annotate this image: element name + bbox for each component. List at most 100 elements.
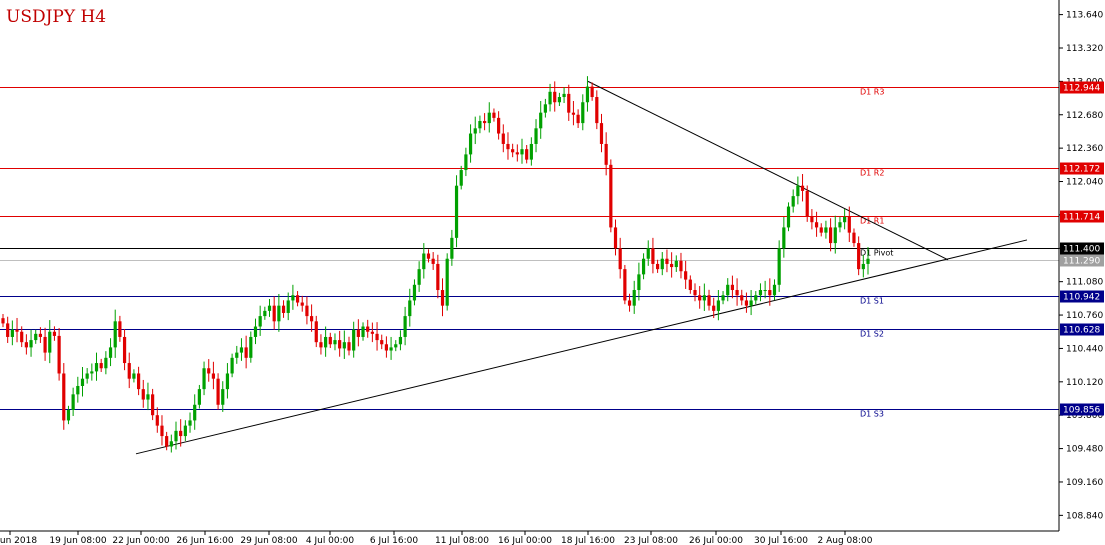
candle-body xyxy=(258,316,262,327)
candle-body xyxy=(595,97,599,124)
level-label: D1 S3 xyxy=(860,410,884,419)
candle-body xyxy=(389,347,393,351)
candle-body xyxy=(763,290,767,292)
candle-body xyxy=(239,347,244,353)
time-tick-label: 26 Jun 16:00 xyxy=(176,536,233,545)
candle-body xyxy=(557,97,562,103)
level-price-tag-text: 112.944 xyxy=(1063,84,1100,94)
candle-body xyxy=(609,164,613,228)
candle-body xyxy=(819,227,823,233)
candle-body xyxy=(641,258,646,275)
candle-body xyxy=(108,347,113,358)
candle-body xyxy=(786,206,791,228)
candle-body xyxy=(866,258,870,264)
candle-body xyxy=(749,300,753,306)
candle-body xyxy=(281,305,286,313)
level-price-tag-text: 109.856 xyxy=(1063,406,1100,416)
price-tick-label: 110.760 xyxy=(1066,311,1103,321)
candle-body xyxy=(48,331,52,353)
time-tick-label: 16 Jul 00:00 xyxy=(498,536,552,545)
candle-body xyxy=(309,316,314,322)
candle-body xyxy=(525,149,529,160)
candle-body xyxy=(426,253,431,259)
candle-body xyxy=(796,185,800,197)
candle-body xyxy=(253,326,258,337)
candle-body xyxy=(417,269,421,285)
candle-body xyxy=(356,329,360,337)
candle-body xyxy=(398,336,403,345)
time-axis-labels: 15 Jun 2018 19 Jun 08:00 22 Jun 00:00 26 Ju… xyxy=(0,531,873,545)
current-price-tag-text: 111.290 xyxy=(1063,257,1100,267)
candle-body xyxy=(758,290,763,296)
level-label: D1 S1 xyxy=(860,297,884,306)
candle-body xyxy=(20,331,24,343)
candle-body xyxy=(674,260,678,268)
candle-body xyxy=(267,305,272,311)
candle-body xyxy=(539,112,543,129)
candle-body xyxy=(15,329,19,332)
candle-body xyxy=(861,263,865,270)
candle-body xyxy=(403,316,407,337)
candle-body xyxy=(782,227,786,249)
level-price-tag-text: 111.400 xyxy=(1063,245,1100,255)
candle-body xyxy=(567,93,571,113)
candle-body xyxy=(712,305,716,311)
candle-body xyxy=(207,368,211,374)
candle-body xyxy=(543,104,547,113)
level-price-tag-text: 111.714 xyxy=(1063,213,1100,223)
candle-body xyxy=(506,143,510,150)
candle-body xyxy=(553,91,557,103)
candle-body xyxy=(263,310,267,317)
level-price-tag xyxy=(1060,81,1104,94)
candles xyxy=(1,76,870,453)
candle-body xyxy=(165,436,169,447)
candle-body xyxy=(618,248,622,270)
candle-body xyxy=(80,378,85,386)
candle-body xyxy=(151,394,155,416)
candle-body xyxy=(684,271,688,280)
candle-body xyxy=(655,263,660,270)
candle-body xyxy=(478,121,482,129)
candle-body xyxy=(585,86,590,103)
candle-body xyxy=(225,373,230,390)
time-tick-label: 26 Jul 00:00 xyxy=(689,536,743,545)
candle-body xyxy=(188,420,192,426)
price-tick-label: 112.040 xyxy=(1066,178,1103,188)
pivot-levels: D1 R3 D1 R2 D1 R1 D1 Pivot D1 S1 D1 S2 D1 S3 xyxy=(0,87,1059,419)
price-tick-label: 113.320 xyxy=(1066,44,1103,54)
candle-body xyxy=(122,336,127,364)
candle-body xyxy=(571,112,576,115)
candle-body xyxy=(155,415,159,426)
candle-body xyxy=(183,425,187,437)
candle-body xyxy=(838,222,842,228)
level-label: D1 Pivot xyxy=(860,249,893,258)
current-price-tag xyxy=(1060,254,1104,267)
candle-body xyxy=(707,295,711,306)
candle-body xyxy=(497,117,501,134)
time-tick-label: 22 Jun 00:00 xyxy=(112,536,169,545)
candle-body xyxy=(604,143,608,165)
level-price-tag-text: 110.628 xyxy=(1063,326,1100,336)
candle-body xyxy=(291,295,295,301)
candle-body xyxy=(698,295,702,301)
candle-body xyxy=(847,216,851,233)
candle-body xyxy=(146,394,150,400)
candle-body xyxy=(375,333,379,341)
candle-body xyxy=(132,373,136,379)
level-price-tag xyxy=(1060,290,1104,303)
candle-body xyxy=(211,373,216,379)
candle-body xyxy=(324,336,328,348)
time-tick-label: 6 Jul 16:00 xyxy=(370,536,419,545)
price-tick-label: 110.440 xyxy=(1066,344,1103,354)
candle-body xyxy=(824,227,828,233)
candle-body xyxy=(445,258,449,306)
candle-body xyxy=(174,430,178,442)
time-tick-label: 30 Jul 16:00 xyxy=(754,536,808,545)
candle-body xyxy=(305,305,309,317)
candle-body xyxy=(408,300,412,317)
candle-body xyxy=(623,269,627,301)
candle-body xyxy=(791,196,795,207)
candle-body xyxy=(810,216,814,223)
candle-body xyxy=(814,222,819,228)
